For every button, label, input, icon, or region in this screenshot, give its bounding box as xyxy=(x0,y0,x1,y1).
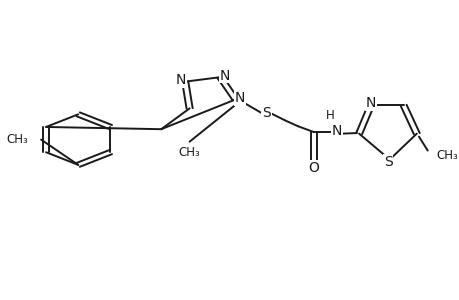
Text: H: H xyxy=(325,109,334,122)
Text: N: N xyxy=(219,69,229,83)
Text: CH₃: CH₃ xyxy=(436,149,457,162)
Text: O: O xyxy=(308,161,319,175)
Text: S: S xyxy=(262,106,270,120)
Text: N: N xyxy=(234,91,245,105)
Text: N: N xyxy=(175,73,185,87)
Text: N: N xyxy=(331,124,342,138)
Text: N: N xyxy=(365,96,375,110)
Text: CH₃: CH₃ xyxy=(179,146,200,160)
Text: S: S xyxy=(383,155,392,169)
Text: CH₃: CH₃ xyxy=(6,133,28,146)
